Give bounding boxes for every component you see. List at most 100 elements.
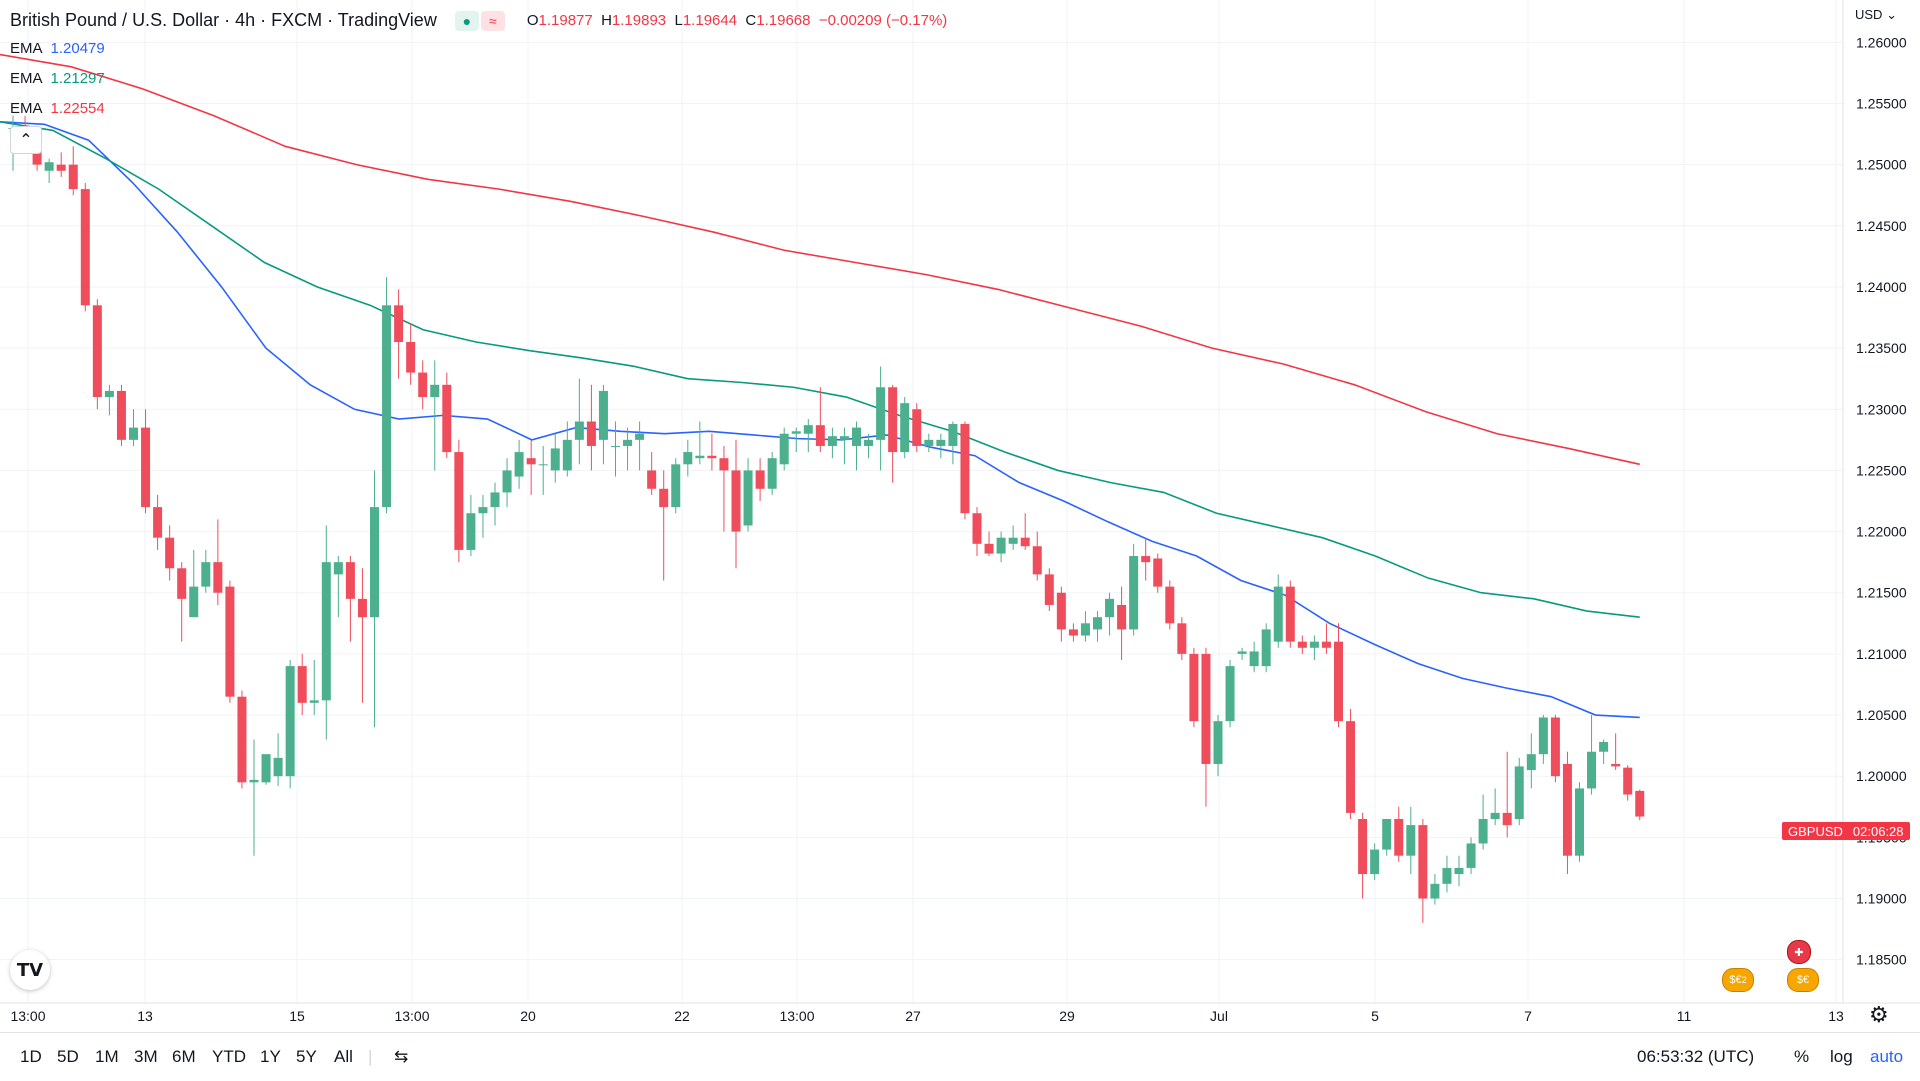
range-ytd[interactable]: YTD bbox=[212, 1047, 246, 1066]
currency-selector[interactable]: USD ⌄ bbox=[1855, 7, 1897, 22]
candle-body bbox=[213, 562, 223, 593]
market-status-icon[interactable]: ● bbox=[454, 10, 479, 31]
candle-body bbox=[960, 423, 970, 514]
date-range-icon[interactable]: ⇆ bbox=[394, 1047, 409, 1066]
candle-body bbox=[1201, 653, 1211, 764]
candle-body bbox=[129, 427, 138, 440]
candle-body bbox=[1044, 574, 1054, 605]
candle-body bbox=[442, 384, 452, 453]
candle-body bbox=[984, 543, 994, 554]
candle-body bbox=[141, 427, 151, 508]
candle-body bbox=[1358, 819, 1368, 875]
candle-body bbox=[394, 305, 404, 342]
price-tag-countdown: 02:06:28 bbox=[1852, 823, 1904, 839]
candle-body bbox=[1056, 592, 1066, 630]
price-axis[interactable]: 1.26000 1.25500 1.25000 1.24500 1.24000 1.235… bbox=[0, 0, 1920, 1004]
time-tick-label: 13:00 bbox=[394, 1008, 429, 1024]
time-tick-label: 13:00 bbox=[10, 1008, 45, 1024]
ema-line-2 bbox=[0, 121, 1640, 618]
candle-body bbox=[864, 439, 874, 446]
range-1d[interactable]: 1D bbox=[20, 1047, 42, 1066]
price-tick-label: 1.22500 bbox=[1856, 462, 1907, 478]
time-tick-label: 15 bbox=[289, 1008, 305, 1024]
candle-body bbox=[526, 458, 536, 465]
candle-body bbox=[707, 455, 717, 459]
ema-legend-3[interactable]: EMA 1.22554 bbox=[10, 100, 105, 117]
chart-header: British Pound / U.S. Dollar · 4h · FXCM … bbox=[10, 10, 947, 31]
candle-body bbox=[1490, 812, 1500, 819]
candle-body bbox=[1430, 883, 1440, 899]
candle-body bbox=[1321, 641, 1331, 648]
candle-body bbox=[1442, 867, 1452, 884]
candle-body bbox=[104, 390, 114, 398]
candle-body bbox=[201, 562, 211, 587]
candle-body bbox=[1093, 617, 1102, 630]
economic-event-icon[interactable]: $€ 2 bbox=[1722, 968, 1754, 992]
candle-body bbox=[611, 445, 620, 447]
candle-body bbox=[478, 507, 488, 514]
range-6m[interactable]: 6M bbox=[172, 1047, 196, 1066]
chart-canvas[interactable]: 1.26000 1.25500 1.25000 1.24500 1.24000 1.235… bbox=[0, 0, 1920, 1032]
candle-body bbox=[1008, 537, 1018, 544]
candle-body bbox=[1514, 766, 1524, 819]
clock[interactable]: 06:53:32 (UTC) bbox=[1637, 1047, 1755, 1066]
candle-body bbox=[623, 439, 633, 446]
candle-body bbox=[1237, 651, 1247, 654]
ema-value-3: 1.22554 bbox=[50, 100, 105, 117]
candle-body bbox=[1635, 790, 1645, 817]
ema-value-1: 1.20479 bbox=[50, 40, 105, 57]
range-5y[interactable]: 5Y bbox=[296, 1047, 317, 1066]
price-tick-label: 1.23500 bbox=[1856, 340, 1907, 356]
high-value: 1.19893 bbox=[611, 12, 667, 29]
candle-body bbox=[177, 568, 187, 599]
auto-toggle[interactable]: auto bbox=[1870, 1047, 1904, 1066]
symbol-title[interactable]: British Pound / U.S. Dollar · 4h · FXCM … bbox=[10, 10, 437, 30]
ohlc-readout: O1.19877 H1.19893 L1.19644 C1.19668 −0.0… bbox=[526, 12, 948, 29]
time-tick-label: 27 bbox=[905, 1008, 921, 1024]
range-1y[interactable]: 1Y bbox=[260, 1047, 281, 1066]
candle-body bbox=[1575, 788, 1584, 856]
candle-body bbox=[430, 384, 440, 398]
us-event-icon[interactable]: $€ bbox=[1787, 968, 1819, 992]
candle-body bbox=[1285, 586, 1295, 642]
collapse-legend-button[interactable]: ⌃ bbox=[10, 126, 42, 154]
candle-body bbox=[719, 458, 729, 471]
price-tick-label: 1.26000 bbox=[1856, 34, 1907, 50]
time-tick-label: 22 bbox=[674, 1008, 690, 1024]
candle-body bbox=[1032, 546, 1042, 575]
candle-body bbox=[839, 436, 849, 440]
ema-legend-2[interactable]: EMA 1.21297 bbox=[10, 70, 105, 87]
range-1m[interactable]: 1M bbox=[95, 1047, 119, 1066]
range-5d[interactable]: 5D bbox=[57, 1047, 79, 1066]
price-tick-label: 1.18500 bbox=[1856, 952, 1907, 968]
candles bbox=[8, 115, 1645, 923]
candle-body bbox=[44, 162, 54, 171]
candle-body bbox=[1068, 629, 1078, 636]
ema-line-3 bbox=[0, 53, 1640, 466]
candle-body bbox=[92, 305, 102, 398]
gear-icon[interactable]: ⚙ bbox=[1869, 1002, 1889, 1027]
range-3m[interactable]: 3M bbox=[134, 1047, 158, 1066]
ema-legend-1[interactable]: EMA 1.20479 bbox=[10, 40, 105, 57]
time-tick-label: 13 bbox=[137, 1008, 153, 1024]
log-toggle[interactable]: log bbox=[1830, 1047, 1853, 1066]
uk-event-icon[interactable]: ✚ bbox=[1787, 940, 1811, 964]
candle-body bbox=[1165, 586, 1175, 624]
candle-body bbox=[550, 448, 560, 471]
candle-body bbox=[743, 470, 753, 526]
compare-icon[interactable]: ≈ bbox=[480, 10, 505, 31]
time-tick-label: 13 bbox=[1828, 1008, 1844, 1024]
tradingview-logo[interactable]: TV bbox=[10, 950, 50, 990]
time-tick-label: 5 bbox=[1371, 1008, 1379, 1024]
candle-body bbox=[418, 372, 428, 398]
candle-body bbox=[695, 455, 705, 459]
candle-body bbox=[1273, 586, 1283, 642]
price-tick-label: 1.20000 bbox=[1856, 768, 1907, 784]
time-axis[interactable]: 13:00 13 15 13:00 20 22 13:00 27 29 Jul 5 7 11 13 bbox=[10, 1008, 1844, 1024]
candle-body bbox=[1394, 819, 1404, 856]
percent-toggle[interactable]: % bbox=[1794, 1047, 1810, 1066]
candle-body bbox=[538, 464, 548, 466]
range-all[interactable]: All bbox=[334, 1047, 353, 1066]
candle-body bbox=[1538, 717, 1548, 755]
candle-body bbox=[345, 562, 355, 599]
